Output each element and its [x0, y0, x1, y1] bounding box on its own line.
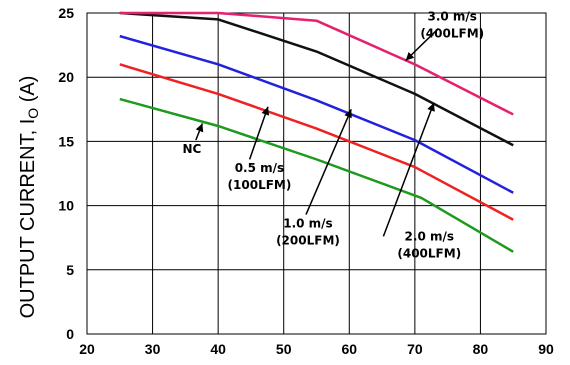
x-tick-label: 30 — [145, 341, 161, 357]
x-tick-label: 60 — [341, 341, 357, 357]
x-tick-label: 90 — [538, 341, 554, 357]
x-tick-labels: 20 30 40 50 60 70 80 90 — [79, 341, 554, 357]
annotation-label: 0.5 m/s — [235, 161, 284, 175]
x-tick-label: 50 — [276, 341, 292, 357]
y-tick-label: 15 — [58, 133, 74, 149]
series-line — [120, 64, 513, 219]
annotation-arrowhead — [262, 107, 270, 116]
annotation-arrow — [306, 109, 351, 214]
annotation-label: 3.0 m/s — [427, 10, 476, 24]
x-tick-label: 20 — [79, 341, 95, 357]
annotation-label: (400LFM) — [397, 246, 461, 260]
annotation-label: (400LFM) — [420, 27, 484, 41]
y-tick-label: 5 — [66, 262, 74, 278]
y-tick-labels: 0 5 10 15 20 25 — [58, 5, 74, 342]
annotation-arrow — [383, 103, 433, 237]
annotation-label: NC — [182, 142, 201, 156]
annotation-arrow — [250, 107, 268, 160]
y-axis-title: OUTPUT CURRENT, IO (A) — [17, 76, 41, 319]
annotation-label: 1.0 m/s — [283, 216, 332, 230]
y-tick-label: 0 — [66, 326, 74, 342]
annotation-label: (200LFM) — [276, 233, 340, 247]
annotation-label: 2.0 m/s — [405, 229, 454, 243]
x-tick-label: 40 — [210, 341, 226, 357]
y-tick-label: 25 — [58, 5, 74, 21]
y-tick-label: 20 — [58, 69, 74, 85]
annotation-label: (100LFM) — [228, 178, 292, 192]
y-tick-label: 10 — [58, 198, 74, 214]
x-tick-label: 80 — [473, 341, 489, 357]
x-tick-label: 70 — [407, 341, 423, 357]
